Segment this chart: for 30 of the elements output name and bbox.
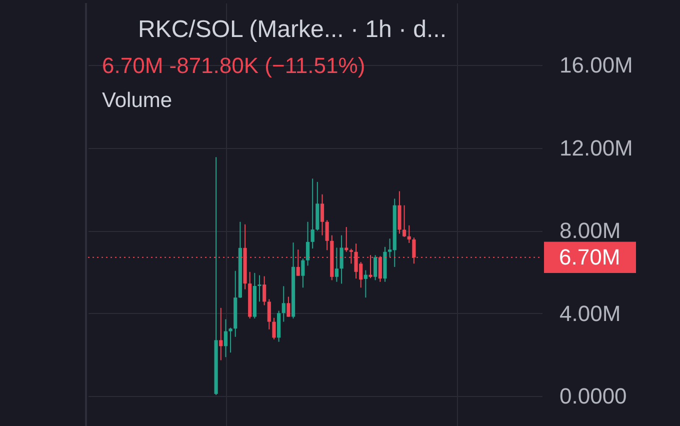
candlestick	[301, 258, 305, 288]
candlestick	[364, 270, 368, 298]
candlestick	[282, 286, 286, 322]
candlestick	[407, 224, 411, 244]
candlestick	[228, 327, 232, 354]
candlestick	[374, 254, 378, 281]
candlestick	[224, 318, 228, 358]
candlestick	[258, 274, 262, 302]
y-tick-label: 16.00M	[560, 52, 633, 78]
ref-line-label: 6.70M	[559, 244, 620, 270]
candlestick	[219, 307, 223, 361]
candlestick	[320, 194, 324, 236]
candlestick	[286, 296, 290, 318]
candlestick	[267, 298, 271, 330]
candlestick	[272, 317, 276, 340]
candlestick	[325, 220, 329, 251]
candlestick	[310, 178, 314, 250]
text: RKC/SOL (Marke... · 1h · d...	[138, 16, 447, 43]
candlestick	[306, 221, 310, 266]
text: 6.70M -871.80K (−11.51%)	[102, 53, 366, 78]
y-tick-label: 12.00M	[560, 135, 633, 160]
candlestick	[340, 234, 344, 284]
y-tick-label: 4.00M	[560, 300, 621, 326]
candlestick	[262, 276, 266, 306]
candlestick	[334, 247, 339, 282]
annotation: Volume	[102, 89, 172, 112]
y-tick-label: 0.0000	[560, 384, 627, 409]
candlestick	[344, 226, 348, 252]
y-tick-label: 8.00M	[560, 218, 621, 244]
candlestick	[402, 204, 406, 238]
